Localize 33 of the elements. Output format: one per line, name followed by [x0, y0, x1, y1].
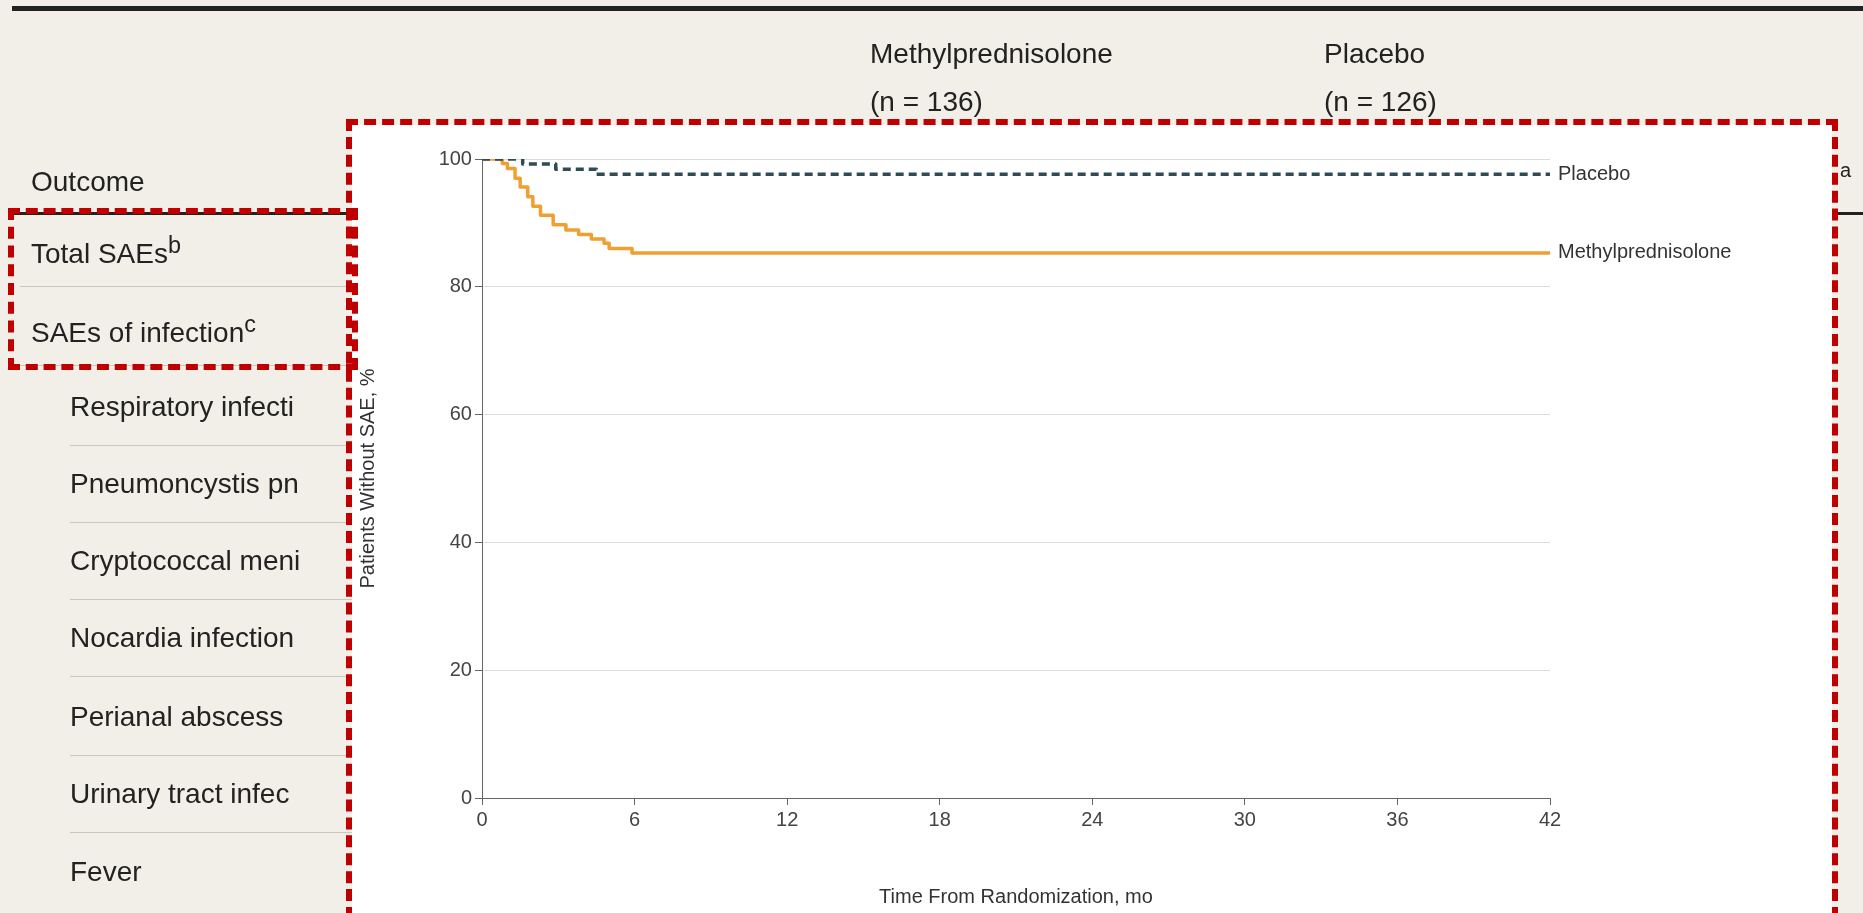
y-axis-title: Patients Without SAE, %	[355, 368, 378, 589]
text: SAEs of infection$^{c}$	[31, 311, 256, 349]
text: Urinary tract infec	[70, 778, 290, 809]
y-tick-label: 80	[449, 274, 472, 297]
text: Respiratory infecti	[70, 391, 295, 422]
text: a	[1840, 159, 1852, 181]
text: Fever	[70, 856, 142, 887]
text: Nocardia infection	[70, 622, 295, 653]
x-axis-title: Time From Randomization, mo	[879, 884, 1153, 907]
x-tick-label: 6	[629, 807, 641, 830]
x-tick-label: 30	[1233, 807, 1256, 830]
x-tick-label: 24	[1081, 807, 1104, 830]
text: Cryptococcal meni	[70, 545, 301, 576]
text: Methylprednisolone	[870, 38, 1113, 69]
text: Perianal abscess	[70, 701, 284, 732]
x-tick-label: 36	[1386, 807, 1409, 830]
y-tick-label: 0	[460, 785, 472, 808]
x-tick-label: 42	[1538, 807, 1562, 830]
x-tick-label: 0	[476, 807, 488, 830]
y-tick-label: 100	[438, 146, 472, 169]
x-tick-label: 18	[928, 807, 951, 830]
text: Placebo	[1324, 38, 1426, 69]
y-tick-label: 40	[449, 529, 472, 552]
x-tick-label: 12	[776, 807, 799, 830]
series-label: Placebo	[1558, 161, 1631, 184]
text: (n = 136)	[870, 86, 983, 117]
text: Pneumoncystis pn	[70, 468, 299, 499]
y-tick-label: 20	[449, 657, 472, 680]
text: Total SAEs$^{b}$	[31, 232, 181, 270]
series-label: Methylprednisolone	[1558, 240, 1732, 263]
text: (n = 126)	[1324, 86, 1437, 117]
y-tick-label: 60	[449, 402, 472, 425]
text: Outcome	[31, 166, 145, 197]
